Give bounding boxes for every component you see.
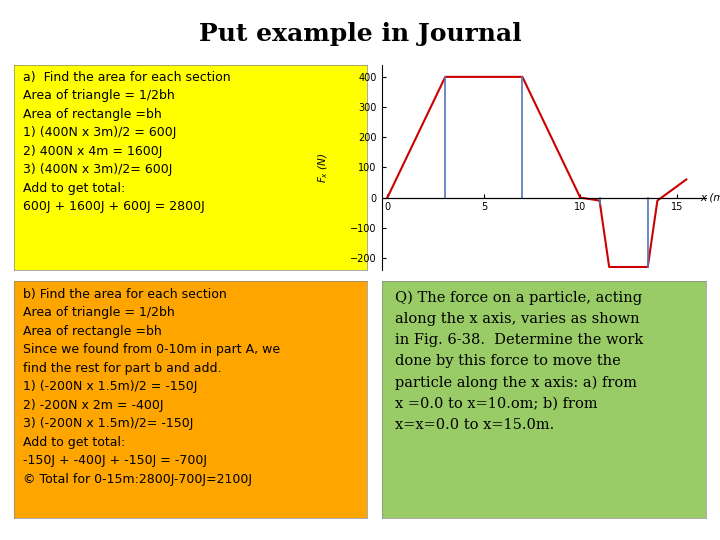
Text: b) Find the area for each section
Area of triangle = 1/2bh
Area of rectangle =bh: b) Find the area for each section Area o… [23, 288, 280, 486]
Text: a)  Find the area for each section
Area of triangle = 1/2bh
Area of rectangle =b: a) Find the area for each section Area o… [23, 71, 231, 213]
Y-axis label: $F_x$ (N): $F_x$ (N) [316, 152, 330, 183]
Text: Q) The force on a particle, acting
along the x axis, varies as shown
in Fig. 6-3: Q) The force on a particle, acting along… [395, 291, 643, 432]
Text: x (m): x (m) [700, 193, 720, 202]
Text: Put example in Journal: Put example in Journal [199, 22, 521, 45]
